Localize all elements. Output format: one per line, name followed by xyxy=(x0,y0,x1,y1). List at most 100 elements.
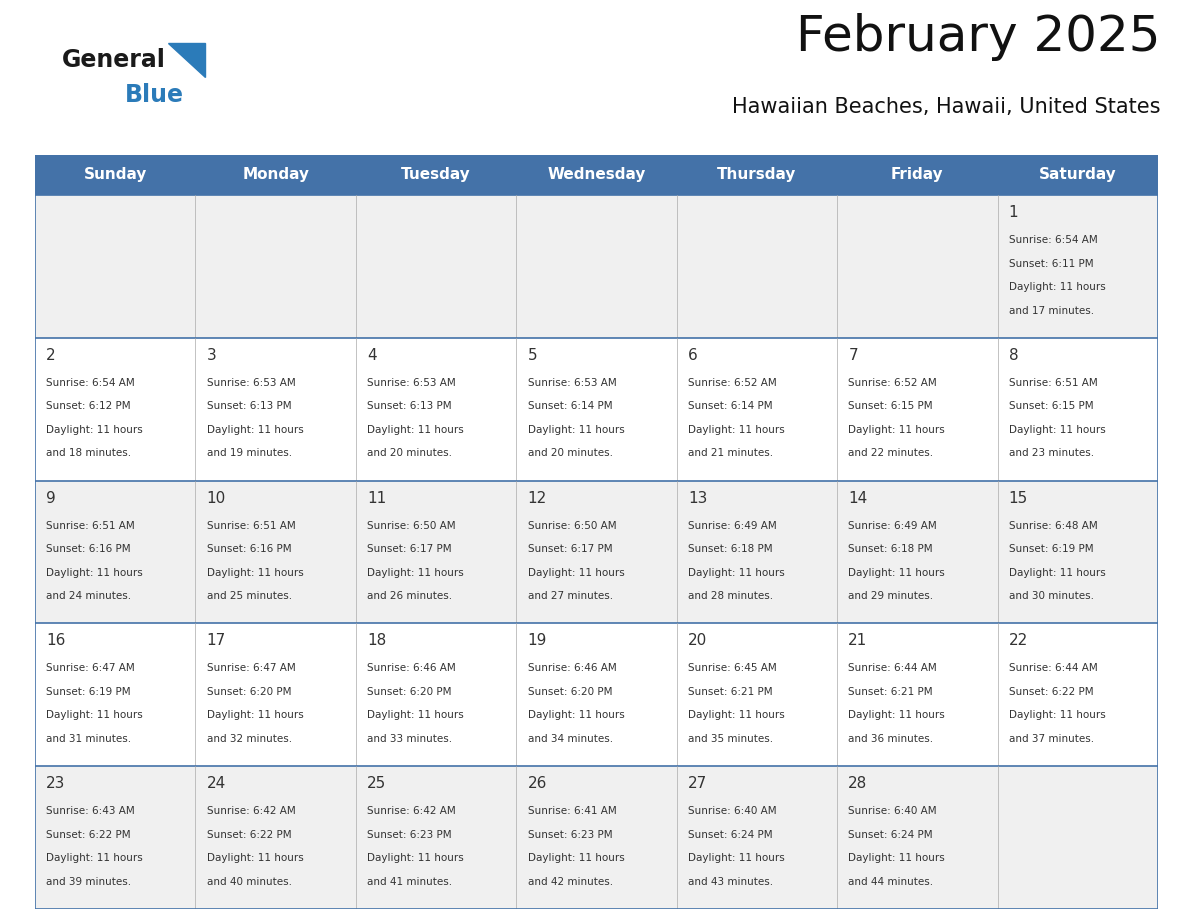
Text: 17: 17 xyxy=(207,633,226,648)
Text: 26: 26 xyxy=(527,776,546,791)
Text: Sunset: 6:12 PM: Sunset: 6:12 PM xyxy=(46,401,131,411)
Text: and 19 minutes.: and 19 minutes. xyxy=(207,448,292,458)
Text: and 22 minutes.: and 22 minutes. xyxy=(848,448,934,458)
Text: 12: 12 xyxy=(527,490,546,506)
Text: Daylight: 11 hours: Daylight: 11 hours xyxy=(527,425,624,435)
Text: Sunset: 6:18 PM: Sunset: 6:18 PM xyxy=(848,544,933,554)
Text: Sunrise: 6:51 AM: Sunrise: 6:51 AM xyxy=(1009,377,1098,387)
Text: February 2025: February 2025 xyxy=(796,13,1159,61)
Polygon shape xyxy=(168,43,206,77)
Text: and 33 minutes.: and 33 minutes. xyxy=(367,733,453,744)
Text: 10: 10 xyxy=(207,490,226,506)
Text: 15: 15 xyxy=(1009,490,1028,506)
Text: and 34 minutes.: and 34 minutes. xyxy=(527,733,613,744)
Text: Sunrise: 6:41 AM: Sunrise: 6:41 AM xyxy=(527,806,617,816)
Text: Sunrise: 6:42 AM: Sunrise: 6:42 AM xyxy=(367,806,456,816)
Text: Thursday: Thursday xyxy=(718,167,797,183)
Text: Daylight: 11 hours: Daylight: 11 hours xyxy=(207,425,303,435)
Text: and 39 minutes.: and 39 minutes. xyxy=(46,877,132,887)
Text: Daylight: 11 hours: Daylight: 11 hours xyxy=(848,425,946,435)
Text: Sunset: 6:21 PM: Sunset: 6:21 PM xyxy=(688,687,772,697)
Text: Daylight: 11 hours: Daylight: 11 hours xyxy=(367,567,463,577)
Text: and 26 minutes.: and 26 minutes. xyxy=(367,591,453,601)
Text: Hawaiian Beaches, Hawaii, United States: Hawaiian Beaches, Hawaii, United States xyxy=(732,97,1159,117)
Text: 5: 5 xyxy=(527,348,537,363)
Text: 25: 25 xyxy=(367,776,386,791)
Text: and 24 minutes.: and 24 minutes. xyxy=(46,591,132,601)
Text: Saturday: Saturday xyxy=(1040,167,1117,183)
Text: and 20 minutes.: and 20 minutes. xyxy=(367,448,453,458)
Text: Wednesday: Wednesday xyxy=(548,167,646,183)
Text: Sunset: 6:24 PM: Sunset: 6:24 PM xyxy=(848,830,933,840)
Text: and 37 minutes.: and 37 minutes. xyxy=(1009,733,1094,744)
Text: 7: 7 xyxy=(848,348,858,363)
Text: and 35 minutes.: and 35 minutes. xyxy=(688,733,773,744)
Text: and 17 minutes.: and 17 minutes. xyxy=(1009,306,1094,316)
Text: Sunset: 6:22 PM: Sunset: 6:22 PM xyxy=(1009,687,1093,697)
Text: 3: 3 xyxy=(207,348,216,363)
Text: Sunrise: 6:44 AM: Sunrise: 6:44 AM xyxy=(1009,664,1098,673)
Text: Daylight: 11 hours: Daylight: 11 hours xyxy=(1009,425,1106,435)
Text: Sunrise: 6:51 AM: Sunrise: 6:51 AM xyxy=(46,521,135,531)
Text: Sunrise: 6:46 AM: Sunrise: 6:46 AM xyxy=(527,664,617,673)
Text: Daylight: 11 hours: Daylight: 11 hours xyxy=(207,711,303,721)
Text: Sunset: 6:21 PM: Sunset: 6:21 PM xyxy=(848,687,933,697)
Text: Daylight: 11 hours: Daylight: 11 hours xyxy=(367,425,463,435)
Text: Sunset: 6:16 PM: Sunset: 6:16 PM xyxy=(46,544,131,554)
Bar xyxy=(34,480,1158,623)
Text: and 40 minutes.: and 40 minutes. xyxy=(207,877,292,887)
Text: Daylight: 11 hours: Daylight: 11 hours xyxy=(688,567,785,577)
Text: Sunrise: 6:42 AM: Sunrise: 6:42 AM xyxy=(207,806,296,816)
Text: Daylight: 11 hours: Daylight: 11 hours xyxy=(46,567,143,577)
Text: Daylight: 11 hours: Daylight: 11 hours xyxy=(367,853,463,863)
Text: Monday: Monday xyxy=(242,167,309,183)
Text: 16: 16 xyxy=(46,633,65,648)
Text: 6: 6 xyxy=(688,348,697,363)
Text: Sunset: 6:13 PM: Sunset: 6:13 PM xyxy=(207,401,291,411)
Text: Daylight: 11 hours: Daylight: 11 hours xyxy=(848,567,946,577)
Text: Sunset: 6:15 PM: Sunset: 6:15 PM xyxy=(848,401,933,411)
Text: 13: 13 xyxy=(688,490,707,506)
Text: Sunrise: 6:52 AM: Sunrise: 6:52 AM xyxy=(688,377,777,387)
Text: Sunrise: 6:52 AM: Sunrise: 6:52 AM xyxy=(848,377,937,387)
Text: Sunset: 6:20 PM: Sunset: 6:20 PM xyxy=(527,687,612,697)
Text: Tuesday: Tuesday xyxy=(402,167,470,183)
Text: Sunset: 6:24 PM: Sunset: 6:24 PM xyxy=(688,830,772,840)
Text: and 18 minutes.: and 18 minutes. xyxy=(46,448,132,458)
Text: and 32 minutes.: and 32 minutes. xyxy=(207,733,292,744)
Text: Daylight: 11 hours: Daylight: 11 hours xyxy=(688,425,785,435)
Text: 14: 14 xyxy=(848,490,867,506)
Text: Sunrise: 6:53 AM: Sunrise: 6:53 AM xyxy=(207,377,296,387)
Text: Sunrise: 6:45 AM: Sunrise: 6:45 AM xyxy=(688,664,777,673)
Text: Sunrise: 6:54 AM: Sunrise: 6:54 AM xyxy=(1009,235,1098,245)
Text: 28: 28 xyxy=(848,776,867,791)
Text: Daylight: 11 hours: Daylight: 11 hours xyxy=(207,853,303,863)
Text: Sunset: 6:17 PM: Sunset: 6:17 PM xyxy=(527,544,612,554)
Text: Daylight: 11 hours: Daylight: 11 hours xyxy=(848,711,946,721)
Text: Daylight: 11 hours: Daylight: 11 hours xyxy=(527,567,624,577)
Text: Sunday: Sunday xyxy=(83,167,147,183)
Text: General: General xyxy=(62,48,166,72)
Text: 20: 20 xyxy=(688,633,707,648)
Text: Friday: Friday xyxy=(891,167,943,183)
Text: Daylight: 11 hours: Daylight: 11 hours xyxy=(1009,282,1106,292)
Text: and 44 minutes.: and 44 minutes. xyxy=(848,877,934,887)
Bar xyxy=(34,195,1158,338)
Text: Sunset: 6:16 PM: Sunset: 6:16 PM xyxy=(207,544,291,554)
Text: Daylight: 11 hours: Daylight: 11 hours xyxy=(1009,567,1106,577)
Text: Sunset: 6:14 PM: Sunset: 6:14 PM xyxy=(527,401,612,411)
Text: 19: 19 xyxy=(527,633,546,648)
Text: Daylight: 11 hours: Daylight: 11 hours xyxy=(527,853,624,863)
Text: 4: 4 xyxy=(367,348,377,363)
Text: Sunset: 6:23 PM: Sunset: 6:23 PM xyxy=(527,830,612,840)
Bar xyxy=(34,766,1158,909)
Text: and 30 minutes.: and 30 minutes. xyxy=(1009,591,1094,601)
Bar xyxy=(34,623,1158,766)
Text: Sunrise: 6:50 AM: Sunrise: 6:50 AM xyxy=(367,521,456,531)
Text: and 43 minutes.: and 43 minutes. xyxy=(688,877,773,887)
Text: Sunset: 6:14 PM: Sunset: 6:14 PM xyxy=(688,401,772,411)
Text: Sunrise: 6:49 AM: Sunrise: 6:49 AM xyxy=(848,521,937,531)
Text: 11: 11 xyxy=(367,490,386,506)
Text: and 29 minutes.: and 29 minutes. xyxy=(848,591,934,601)
Text: Sunrise: 6:50 AM: Sunrise: 6:50 AM xyxy=(527,521,617,531)
